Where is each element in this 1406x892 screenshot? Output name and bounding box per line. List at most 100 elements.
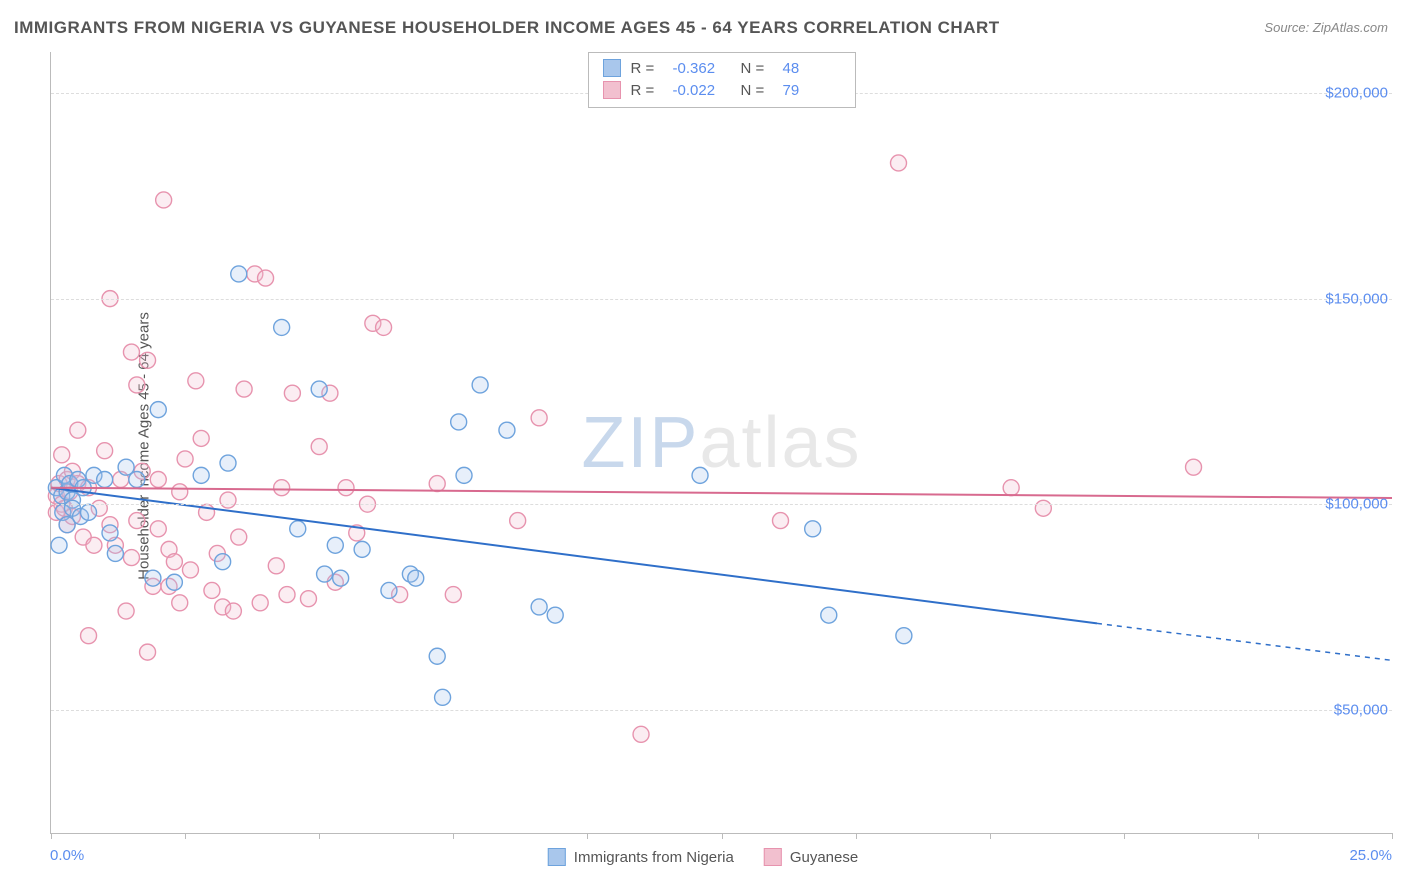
n-value: 79 <box>783 82 841 99</box>
scatter-point <box>472 377 488 393</box>
r-label: R = <box>631 82 663 99</box>
scatter-point <box>805 521 821 537</box>
scatter-point <box>177 451 193 467</box>
scatter-point <box>70 422 86 438</box>
legend-swatch <box>603 81 621 99</box>
scatter-point <box>376 319 392 335</box>
x-axis-max-label: 25.0% <box>1349 847 1392 864</box>
x-tick <box>185 833 186 839</box>
plot-svg <box>51 52 1392 833</box>
scatter-point <box>531 410 547 426</box>
scatter-point <box>633 726 649 742</box>
scatter-point <box>821 607 837 623</box>
scatter-point <box>274 480 290 496</box>
scatter-point <box>317 566 333 582</box>
scatter-point <box>150 471 166 487</box>
scatter-point <box>333 570 349 586</box>
chart-title: IMMIGRANTS FROM NIGERIA VS GUYANESE HOUS… <box>14 18 1000 38</box>
legend-swatch <box>548 848 566 866</box>
scatter-point <box>81 504 97 520</box>
source-label: Source: <box>1264 20 1309 35</box>
scatter-point <box>129 377 145 393</box>
scatter-point <box>188 373 204 389</box>
scatter-point <box>692 467 708 483</box>
scatter-point <box>123 550 139 566</box>
scatter-point <box>193 467 209 483</box>
x-tick <box>722 833 723 839</box>
scatter-point <box>435 689 451 705</box>
scatter-point <box>220 455 236 471</box>
scatter-point <box>311 381 327 397</box>
n-label: N = <box>741 82 773 99</box>
scatter-point <box>381 582 397 598</box>
r-value: -0.362 <box>673 60 731 77</box>
scatter-point <box>102 525 118 541</box>
scatter-point <box>107 545 123 561</box>
scatter-point <box>1186 459 1202 475</box>
scatter-point <box>97 443 113 459</box>
gridline <box>51 710 1392 711</box>
gridline <box>51 504 1392 505</box>
n-value: 48 <box>783 60 841 77</box>
scatter-point <box>499 422 515 438</box>
scatter-point <box>140 352 156 368</box>
scatter-point <box>274 319 290 335</box>
scatter-point <box>182 562 198 578</box>
gridline <box>51 299 1392 300</box>
scatter-point <box>172 484 188 500</box>
scatter-point <box>150 402 166 418</box>
scatter-point <box>193 430 209 446</box>
scatter-point <box>86 537 102 553</box>
legend-swatch <box>764 848 782 866</box>
scatter-point <box>290 521 306 537</box>
scatter-point <box>166 554 182 570</box>
scatter-point <box>547 607 563 623</box>
n-label: N = <box>741 60 773 77</box>
source-link[interactable]: ZipAtlas.com <box>1313 20 1388 35</box>
scatter-point <box>204 582 220 598</box>
scatter-point <box>97 471 113 487</box>
scatter-point <box>150 521 166 537</box>
legend-series-label: Guyanese <box>790 849 858 866</box>
legend-series-item: Immigrants from Nigeria <box>548 848 734 866</box>
legend-series-label: Immigrants from Nigeria <box>574 849 734 866</box>
scatter-point <box>773 513 789 529</box>
scatter-point <box>451 414 467 430</box>
x-tick <box>1124 833 1125 839</box>
x-tick <box>319 833 320 839</box>
x-tick <box>1258 833 1259 839</box>
x-tick <box>990 833 991 839</box>
scatter-point <box>145 570 161 586</box>
y-tick-label: $50,000 <box>1334 701 1388 718</box>
scatter-point <box>1003 480 1019 496</box>
y-tick-label: $200,000 <box>1325 85 1388 102</box>
scatter-point <box>54 447 70 463</box>
scatter-point <box>231 529 247 545</box>
source-attribution: Source: ZipAtlas.com <box>1264 20 1388 35</box>
scatter-point <box>123 344 139 360</box>
plot-area: ZIPatlas R =-0.362N =48R =-0.022N =79 $5… <box>50 52 1392 834</box>
scatter-point <box>429 648 445 664</box>
x-tick <box>856 833 857 839</box>
scatter-point <box>129 471 145 487</box>
scatter-point <box>896 628 912 644</box>
correlation-legend: R =-0.362N =48R =-0.022N =79 <box>588 52 856 108</box>
scatter-point <box>231 266 247 282</box>
scatter-point <box>429 476 445 492</box>
x-tick <box>587 833 588 839</box>
series-legend: Immigrants from Nigeria Guyanese <box>548 848 858 866</box>
trend-line <box>51 488 1097 624</box>
y-tick-label: $150,000 <box>1325 290 1388 307</box>
scatter-point <box>236 381 252 397</box>
r-label: R = <box>631 60 663 77</box>
scatter-point <box>268 558 284 574</box>
scatter-point <box>408 570 424 586</box>
legend-series-item: Guyanese <box>764 848 858 866</box>
scatter-point <box>129 513 145 529</box>
scatter-point <box>172 595 188 611</box>
scatter-point <box>284 385 300 401</box>
scatter-point <box>51 537 67 553</box>
scatter-point <box>156 192 172 208</box>
x-tick <box>51 833 52 839</box>
scatter-point <box>215 554 231 570</box>
